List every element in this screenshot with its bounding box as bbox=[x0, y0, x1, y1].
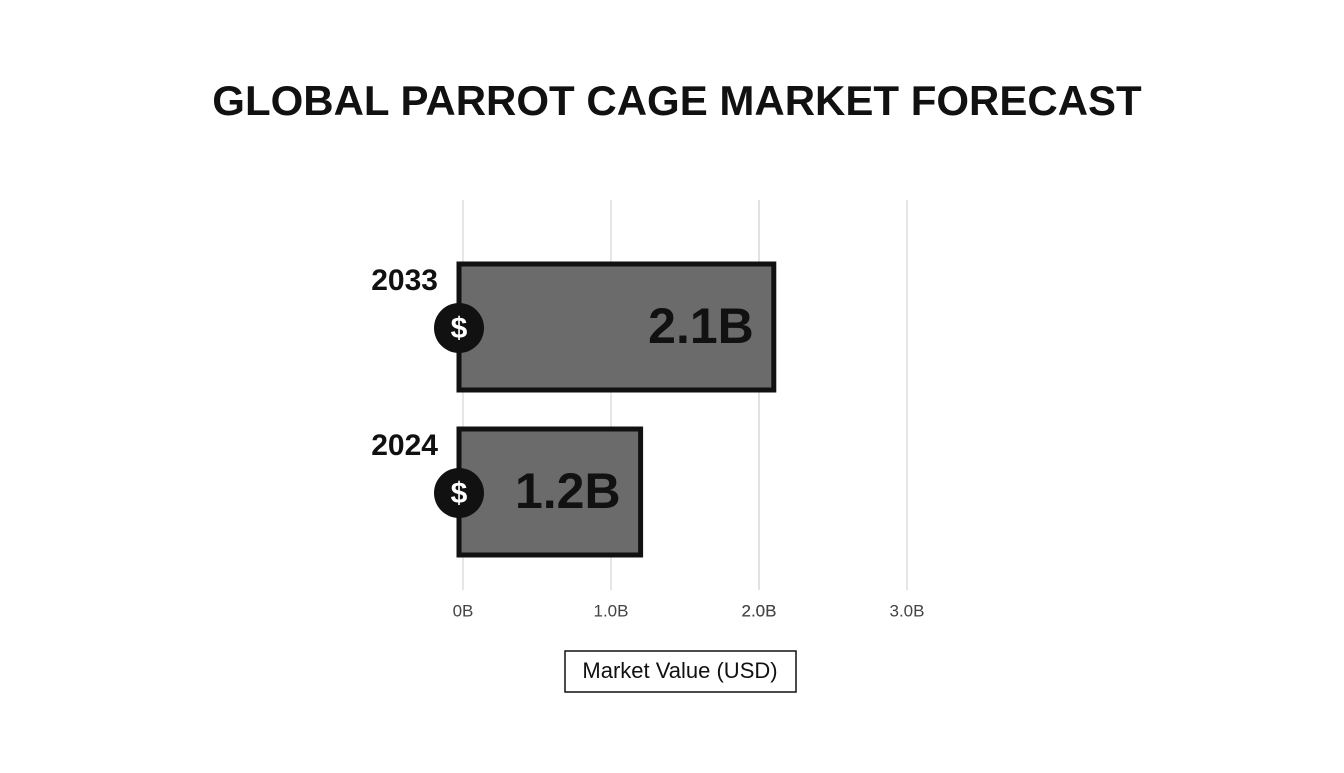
dollar-icon bbox=[434, 468, 484, 518]
category-label: 2033 bbox=[371, 264, 438, 297]
value-label: 1.2B bbox=[515, 463, 621, 519]
value-label: 2.1B bbox=[648, 298, 754, 354]
bars: 2033 $ 2.1B 2024 $ 1.2B bbox=[371, 261, 777, 558]
x-tick-label: 1.0B bbox=[594, 601, 629, 620]
dollar-sign: $ bbox=[451, 477, 468, 510]
x-axis-label: Market Value (USD) bbox=[582, 658, 777, 683]
x-tick-label: 2.0B bbox=[742, 601, 777, 620]
x-tick-label: 0B bbox=[453, 601, 474, 620]
x-axis-label-box bbox=[564, 650, 797, 693]
dollar-sign: $ bbox=[451, 312, 468, 345]
x-tick-label: 3.0B bbox=[890, 601, 925, 620]
category-label: 2024 bbox=[371, 429, 438, 462]
x-tick-label: 2.0B bbox=[742, 601, 777, 620]
bar bbox=[456, 426, 644, 558]
chart-title: GLOBAL PARROT CAGE MARKET FORECAST bbox=[212, 77, 1142, 124]
dollar-icon bbox=[434, 303, 484, 353]
